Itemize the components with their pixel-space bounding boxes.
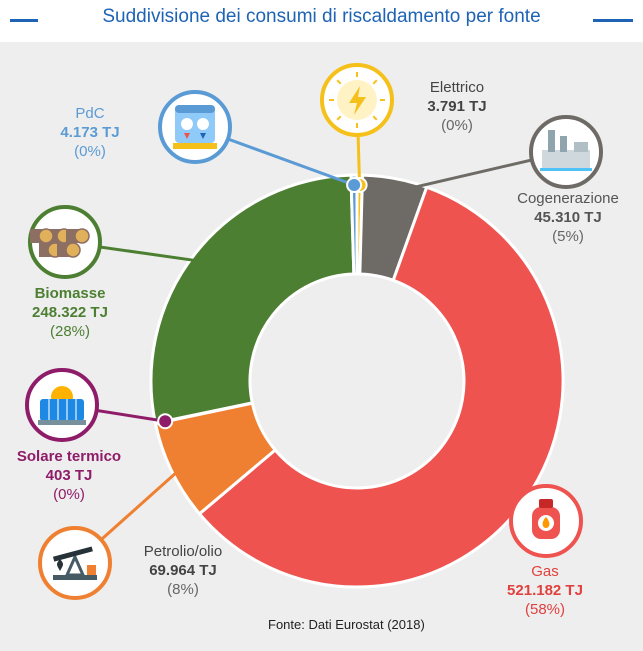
slice-pdc <box>349 173 359 276</box>
label-pdc: PdC 4.173 TJ (0%) <box>40 104 140 161</box>
slice-value-pdc: 4.173 TJ <box>60 124 120 141</box>
leader-dot-solare <box>157 413 174 430</box>
icon-badge-petrolio <box>38 526 112 600</box>
gas-cylinder-icon <box>509 484 583 558</box>
leader-dot-pdc <box>346 177 363 194</box>
slice-name-cogenerazione: Cogenerazione <box>517 190 619 207</box>
chart-title: Suddivisione dei consumi di riscaldament… <box>102 6 541 27</box>
slice-value-petrolio: 69.964 TJ <box>149 562 217 579</box>
slice-pct-pdc: (0%) <box>74 143 106 160</box>
label-biomasse: Biomasse 248.322 TJ (28%) <box>10 284 130 341</box>
slice-pct-solare: (0%) <box>53 486 85 503</box>
header: Suddivisione dei consumi di riscaldament… <box>0 0 643 42</box>
oil-pump-icon <box>38 526 112 600</box>
title-rule-right <box>593 19 633 22</box>
solar-panel-icon <box>25 368 99 442</box>
slice-pct-elettrico: (0%) <box>441 117 473 134</box>
slice-pct-petrolio: (8%) <box>167 581 199 598</box>
slice-name-petrolio: Petrolio/olio <box>143 543 223 560</box>
slice-name-gas: Gas <box>531 563 559 580</box>
source-note: Fonte: Dati Eurostat (2018) <box>268 617 425 632</box>
slice-value-elettrico: 3.791 TJ <box>427 98 487 115</box>
slice-gas <box>197 185 565 589</box>
label-elettrico: Elettrico 3.791 TJ (0%) <box>402 78 512 135</box>
slice-value-biomasse: 248.322 TJ <box>32 304 108 321</box>
slice-biomasse <box>149 173 356 425</box>
slice-pct-cogenerazione: (5%) <box>552 228 584 245</box>
slice-pct-gas: (58%) <box>524 601 565 618</box>
label-petrolio: Petrolio/olio 69.964 TJ (8%) <box>128 542 238 599</box>
slice-name-elettrico: Elettrico <box>429 79 485 96</box>
slice-value-solare: 403 TJ <box>45 467 93 484</box>
heat-pump-icon <box>158 90 232 164</box>
label-solare: Solare termico 403 TJ (0%) <box>4 447 134 504</box>
firewood-icon <box>28 205 102 279</box>
title-rule-left <box>10 19 38 22</box>
slice-name-solare: Solare termico <box>16 448 122 465</box>
slice-name-biomasse: Biomasse <box>34 285 106 302</box>
slice-pct-biomasse: (28%) <box>49 323 90 340</box>
label-cogenerazione: Cogenerazione 45.310 TJ (5%) <box>498 189 638 246</box>
factory-icon <box>529 115 603 189</box>
lightning-bolt-icon <box>320 63 394 137</box>
slice-name-pdc: PdC <box>75 105 105 122</box>
label-gas: Gas 521.182 TJ (58%) <box>490 562 600 619</box>
slice-value-gas: 521.182 TJ <box>507 582 583 599</box>
slice-value-cogenerazione: 45.310 TJ <box>534 209 602 226</box>
